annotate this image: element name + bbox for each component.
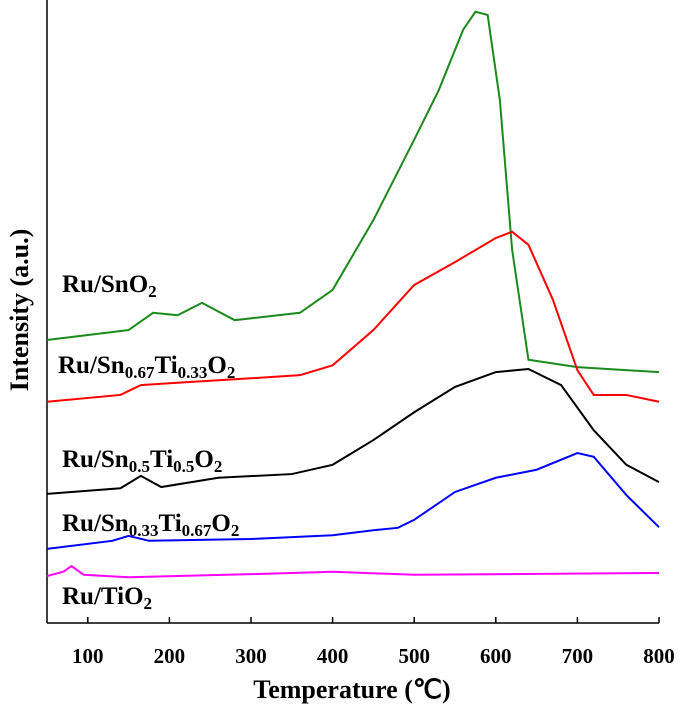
- series-label: Ru/SnO2: [62, 271, 157, 301]
- line: [46, 564, 660, 579]
- line: [46, 452, 660, 550]
- series-label: Ru/Sn0.67Ti0.33O2: [58, 352, 235, 382]
- line: [46, 230, 660, 403]
- x-tick-label: 500: [398, 644, 430, 668]
- x-tick-label: 100: [72, 644, 104, 668]
- x-tick-label: 200: [154, 644, 186, 668]
- line: [46, 367, 660, 495]
- y-axis-title: Intensity (a.u.): [5, 229, 34, 392]
- x-tick-label: 300: [235, 644, 267, 668]
- x-tick-label: 600: [480, 644, 512, 668]
- series-label: Ru/TiO2: [62, 583, 152, 613]
- line: [46, 10, 660, 374]
- x-tick-label: 400: [317, 644, 349, 668]
- series-label: Ru/Sn0.5Ti0.5O2: [62, 446, 222, 476]
- x-axis-title: Temperature (℃): [253, 675, 450, 704]
- x-tick-label: 800: [643, 644, 675, 668]
- series-label: Ru/Sn0.33Ti0.67O2: [62, 510, 239, 540]
- x-tick-label: 700: [562, 644, 594, 668]
